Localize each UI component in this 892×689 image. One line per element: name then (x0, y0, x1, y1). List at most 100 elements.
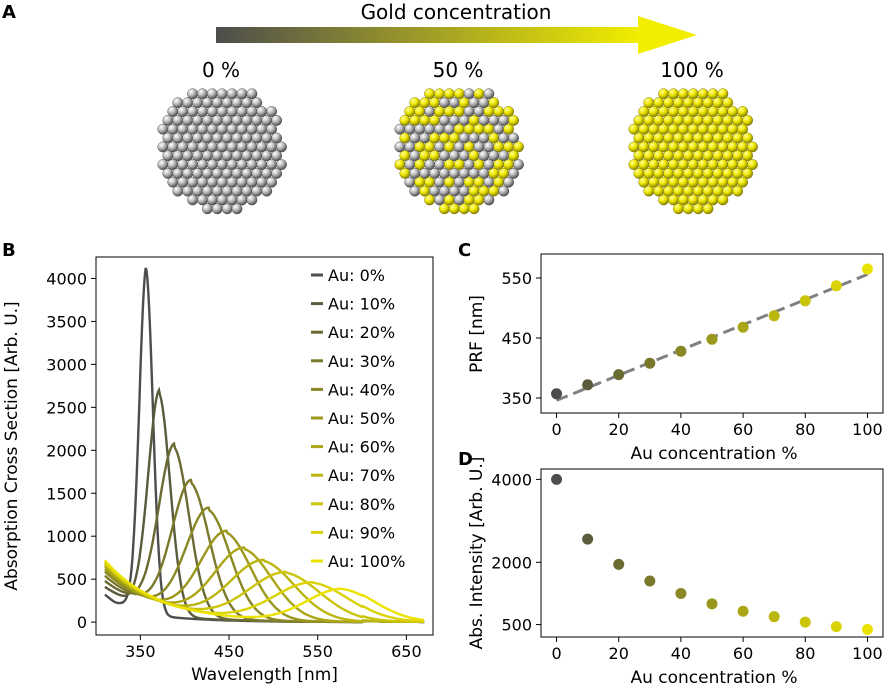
silver-atom (246, 194, 258, 206)
y-tick-label: 3500 (46, 312, 87, 331)
gold-atom (638, 106, 650, 117)
gold-atom (682, 203, 694, 215)
silver-atom (206, 106, 218, 117)
silver-atom (241, 132, 253, 144)
data-point (675, 587, 687, 599)
legend-entry: Au: 30% (328, 352, 395, 371)
silver-atom (167, 176, 179, 188)
x-tick-label: 60 (733, 420, 753, 439)
data-point (861, 263, 873, 275)
data-point (582, 533, 594, 545)
silver-atom (463, 106, 475, 117)
gold-atom (663, 150, 674, 162)
gold-atom (668, 88, 679, 100)
gold-atom (742, 115, 753, 126)
panel-letter-a: A (2, 2, 16, 23)
x-tick-label: 350 (125, 642, 156, 661)
gold-atom (438, 203, 450, 215)
gold-atom (429, 132, 440, 144)
data-point (768, 310, 780, 322)
panel-b-x-ticks: 350 450 550 650 (125, 635, 422, 661)
silver-atom (256, 176, 268, 188)
gold-atom (658, 88, 669, 100)
gold-atom (424, 88, 435, 100)
silver-atom (513, 159, 524, 171)
silver-atom (276, 159, 287, 171)
gold-atom (443, 106, 455, 117)
gold-atom (463, 176, 475, 188)
y-tick-label: 2000 (491, 553, 532, 572)
silver-atom (241, 150, 253, 162)
gold-atom (673, 132, 684, 144)
data-point (861, 624, 873, 636)
gold-atom (668, 176, 679, 188)
silver-atom (503, 176, 514, 188)
gold-atom (658, 194, 669, 206)
gold-atom (717, 88, 729, 100)
gold-atom (717, 176, 729, 188)
gold-atom (448, 203, 460, 215)
arrow-label: Gold concentration (361, 0, 552, 24)
silver-atom (246, 176, 258, 188)
silver-atom (266, 176, 277, 188)
silver-atom (206, 194, 218, 206)
x-tick-label: 450 (214, 642, 245, 661)
gold-atom (658, 176, 669, 188)
gold-atom (414, 106, 426, 117)
gold-atom (633, 132, 645, 144)
x-tick-label: 100 (852, 420, 883, 439)
gold-atom (732, 185, 744, 197)
data-point (551, 388, 563, 400)
silver-atom (206, 88, 218, 100)
silver-atom (261, 132, 273, 144)
silver-atom (231, 150, 243, 162)
silver-atom (211, 132, 223, 144)
silver-atom (216, 194, 228, 206)
data-point (675, 345, 687, 357)
data-point (768, 611, 780, 623)
spectra-lines (104, 267, 425, 624)
gold-atom (488, 97, 500, 109)
gold-atom (493, 106, 505, 117)
panel-b: B 350 450 550 650 0 500 1000 1500 2000 2500 3000 3… (2, 240, 434, 685)
panel-letter-d: D (458, 449, 473, 470)
gold-atom (443, 176, 455, 188)
gold-atom (687, 106, 699, 117)
silver-atom (187, 176, 199, 188)
panel-d-x-ticks: 0 20 40 60 80 100 (551, 637, 883, 663)
y-tick-label: 350 (501, 389, 532, 408)
silver-atom (473, 106, 485, 117)
gold-atom (483, 106, 495, 117)
data-point (799, 295, 811, 307)
silver-atom (498, 150, 510, 162)
gold-atom (443, 88, 455, 100)
x-tick-label: 80 (795, 420, 815, 439)
panel-c: C 0 20 40 60 80 100 350 450 550 Au concentratio… (458, 240, 884, 464)
silver-atom (404, 176, 416, 188)
gold-atom (658, 106, 669, 117)
silver-atom (197, 106, 208, 117)
gold-atom (677, 88, 689, 100)
gold-atom (673, 203, 684, 215)
panel-b-frame (95, 256, 434, 636)
silver-atom (251, 97, 263, 109)
gold-atom (399, 132, 411, 144)
gold-atom (677, 194, 689, 206)
gold-atom (692, 203, 704, 215)
silver-atom (216, 106, 228, 117)
silver-atom (251, 132, 263, 144)
panel-letter-b: B (2, 240, 16, 261)
gold-atom (399, 150, 411, 162)
data-point (644, 357, 656, 369)
silver-atom (172, 185, 184, 197)
gold-atom (668, 194, 679, 206)
data-point (830, 280, 842, 292)
x-tick-label: 40 (671, 644, 691, 663)
gold-atom (732, 132, 744, 144)
silver-atom (216, 176, 228, 188)
silver-atom (236, 106, 248, 117)
panel-d-y-ticks: 500 2000 4000 (491, 470, 541, 635)
x-tick-label: 650 (391, 642, 422, 661)
y-tick-label: 450 (501, 329, 532, 348)
